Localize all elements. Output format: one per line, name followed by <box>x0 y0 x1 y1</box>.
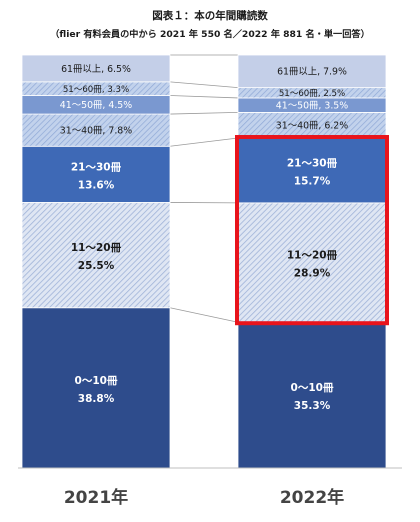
connector-line-41-50books <box>170 95 238 97</box>
segment-label-2021-31-40books: 31～40冊, 7.8% <box>60 126 132 137</box>
segment-name-2021-11-20books: 11～20冊 <box>71 242 122 254</box>
segment-value-2022-11-20books: 28.9% <box>294 268 331 280</box>
connector-line-0-10books <box>170 308 238 322</box>
segment-label-2022-51-60books: 51～60冊, 2.5% <box>279 88 345 99</box>
segment-label-2021-51-60books: 51～60冊, 3.3% <box>63 84 129 95</box>
chart-title: 図表１：本の年間購読数 <box>152 9 268 22</box>
bar-segment-2022-21-30books <box>238 138 386 203</box>
bar-segment-2022-0-10books <box>238 322 386 468</box>
segment-label-2022-41-50books: 41～50冊, 3.5% <box>276 101 348 112</box>
category-labels: 2021年 2022年 <box>64 487 344 508</box>
segment-value-2021-0-10books: 38.8% <box>78 393 115 405</box>
category-label-2021: 2021年 <box>64 487 128 508</box>
segment-label-2022-31-40books: 31～40冊, 6.2% <box>276 121 348 132</box>
bar-segment-2021-11-20books <box>22 202 170 307</box>
segment-name-2022-21-30books: 21～30冊 <box>287 157 338 169</box>
segment-label-2022-61booksplus: 61冊以上, 7.9% <box>277 67 347 78</box>
segment-name-2021-21-30books: 21～30冊 <box>71 161 122 173</box>
segment-name-2022-11-20books: 11～20冊 <box>287 250 338 262</box>
connector-line-21-30books <box>170 138 238 146</box>
segment-value-2021-21-30books: 13.6% <box>78 179 115 191</box>
chart-subtitle: （flier 有料会員の中から 2021 年 550 名／2022 年 881 … <box>50 28 370 40</box>
segment-name-2022-0-10books: 0～10冊 <box>291 382 334 394</box>
segment-value-2021-11-20books: 25.5% <box>78 260 115 272</box>
category-label-2022: 2022年 <box>280 487 344 508</box>
segment-label-2021-41-50books: 41～50冊, 4.5% <box>60 100 132 111</box>
bar-segment-2021-21-30books <box>22 146 170 202</box>
bar-segment-2022-11-20books <box>238 203 386 322</box>
segment-value-2022-0-10books: 35.3% <box>294 400 331 412</box>
segment-label-2021-61booksplus: 61冊以上, 6.5% <box>61 64 131 75</box>
connector-line-51-60books <box>170 82 238 88</box>
segment-value-2022-21-30books: 15.7% <box>294 175 331 187</box>
connector-lines <box>170 55 238 322</box>
connector-line-31-40books <box>170 112 238 114</box>
bar-segment-2021-0-10books <box>22 308 170 468</box>
segment-name-2021-0-10books: 0～10冊 <box>75 375 118 387</box>
